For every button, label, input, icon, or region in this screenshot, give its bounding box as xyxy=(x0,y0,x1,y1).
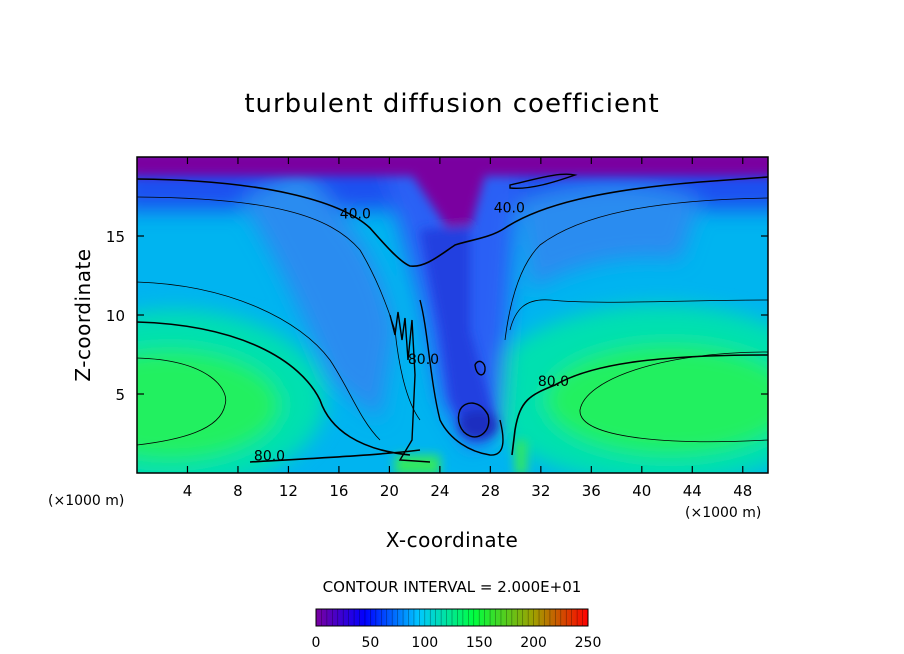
x-axis-ticks: 4 8 12 16 20 24 28 32 36 40 44 48 xyxy=(183,157,752,500)
contour-line-inner-wiggle xyxy=(389,311,431,463)
contour-line-upper-right-thin xyxy=(504,197,768,341)
contour-labels: 40.0 40.0 80.0 80.0 80.0 xyxy=(254,200,569,464)
contour-lines xyxy=(137,173,768,463)
contour-line-right-80 xyxy=(511,354,768,456)
x-tick-label: 48 xyxy=(733,482,752,500)
colorbar-tick-label: 0 xyxy=(312,635,321,651)
y-axis-title: Z-coordinate xyxy=(71,248,95,381)
colorbar-tick-label: 50 xyxy=(361,635,379,651)
contour-line-40-upper xyxy=(137,176,768,267)
contour-line-right-thin xyxy=(509,299,768,331)
x-unit-left: (×1000 m) xyxy=(48,493,124,509)
contour-line-upper-thin xyxy=(137,196,421,421)
contour-line-left-80 xyxy=(137,321,411,456)
y-axis-ticks: 5 10 15 xyxy=(106,228,768,404)
contour-label: 80.0 xyxy=(254,448,285,464)
contour-line-left-thin xyxy=(137,281,381,441)
contour-label: 40.0 xyxy=(494,200,525,216)
y-tick-label: 10 xyxy=(106,307,125,325)
contour-line-lobe-right xyxy=(579,351,768,443)
colorbar-frame xyxy=(315,608,589,627)
colorbar-tick-label: 200 xyxy=(520,635,547,651)
x-tick-label: 20 xyxy=(380,482,399,500)
x-tick-label: 44 xyxy=(683,482,702,500)
x-tick-label: 36 xyxy=(582,482,601,500)
contour-line-lobe-left xyxy=(137,357,227,446)
heatmap-field xyxy=(137,157,768,473)
colorbar-ticks: 0 50 100 150 200 250 xyxy=(312,635,602,651)
contour-line-top-right-loop xyxy=(509,173,578,190)
contour-label: 80.0 xyxy=(408,352,439,368)
contour-label: 80.0 xyxy=(538,374,569,390)
x-tick-label: 32 xyxy=(531,482,550,500)
colorbar-tick-label: 250 xyxy=(575,635,602,651)
colorbar-tick-label: 100 xyxy=(411,635,438,651)
contour-interval-text: CONTOUR INTERVAL = 2.000E+01 xyxy=(323,578,582,596)
contour-line-center-small xyxy=(474,360,486,376)
x-tick-label: 40 xyxy=(632,482,651,500)
x-tick-label: 8 xyxy=(233,482,243,500)
x-tick-label: 4 xyxy=(183,482,193,500)
colorbar xyxy=(316,609,588,626)
x-unit-right: (×1000 m) xyxy=(685,505,761,521)
x-tick-label: 16 xyxy=(329,482,348,500)
x-axis-title: X-coordinate xyxy=(386,528,519,552)
chart-title: turbulent diffusion coefficient xyxy=(244,89,659,119)
colorbar-tick-label: 150 xyxy=(466,635,493,651)
y-tick-label: 15 xyxy=(106,228,125,246)
contour-line-center-column xyxy=(419,299,504,456)
contour-line-center-min xyxy=(457,402,490,438)
x-tick-label: 24 xyxy=(430,482,449,500)
x-tick-label: 28 xyxy=(481,482,500,500)
y-tick-label: 5 xyxy=(115,386,125,404)
contour-label: 40.0 xyxy=(340,207,371,223)
x-tick-label: 12 xyxy=(279,482,298,500)
